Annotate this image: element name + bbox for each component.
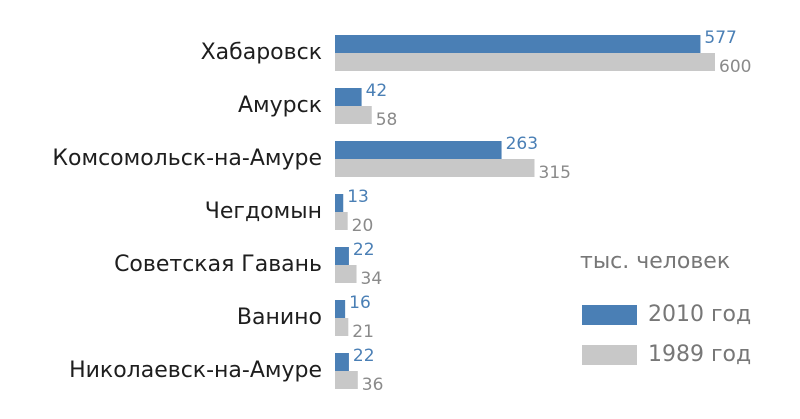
legend-swatch [582, 305, 637, 325]
bar [335, 318, 349, 336]
bar [335, 212, 348, 230]
category-label: Советская Гавань [114, 252, 322, 277]
legend-label: 1989 год [648, 342, 751, 367]
bar [335, 53, 715, 71]
value-label: 13 [347, 187, 369, 207]
value-label: 36 [362, 375, 384, 395]
category-label: Комсомольск-на-Амуре [52, 146, 322, 171]
bar [335, 265, 357, 283]
category-label: Николаевск-на-Амуре [69, 358, 322, 383]
value-label: 21 [352, 322, 374, 342]
value-label: 600 [719, 57, 751, 77]
value-label: 22 [353, 240, 375, 260]
bar [335, 371, 358, 389]
bar [335, 353, 349, 371]
bar [335, 159, 535, 177]
value-label: 22 [353, 346, 375, 366]
value-label: 16 [349, 293, 371, 313]
bar [335, 88, 362, 106]
bar [335, 194, 344, 212]
legend-label: 2010 год [648, 302, 751, 327]
category-label: Ванино [237, 305, 322, 330]
legend-swatch [582, 345, 637, 365]
subtitle: тыс. человек [580, 249, 730, 274]
value-label: 315 [539, 163, 571, 183]
bar [335, 141, 502, 159]
value-label: 577 [704, 28, 736, 48]
bar [335, 247, 349, 265]
value-label: 58 [376, 110, 398, 130]
category-label: Амурск [238, 93, 322, 118]
category-label: Чегдомын [205, 199, 322, 224]
value-label: 34 [361, 269, 383, 289]
bar [335, 106, 372, 124]
value-label: 263 [506, 134, 538, 154]
bar [335, 300, 346, 318]
bar [335, 35, 701, 53]
category-label: Хабаровск [201, 40, 322, 65]
value-label: 20 [352, 216, 374, 236]
value-label: 42 [366, 81, 388, 101]
